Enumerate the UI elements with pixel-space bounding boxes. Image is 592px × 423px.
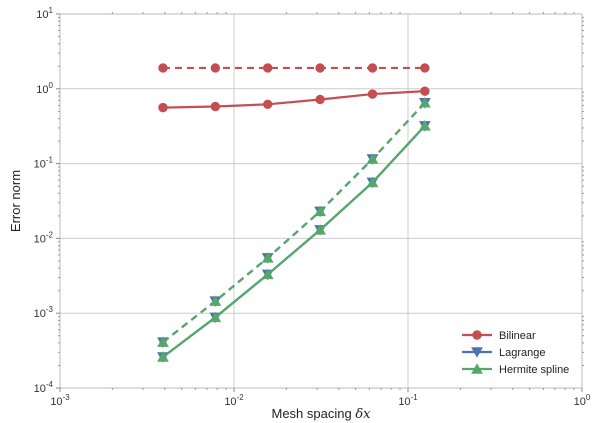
data-point (315, 63, 325, 73)
x-tick-base: 10 (574, 396, 586, 408)
y-tick-exponent: -2 (46, 230, 54, 239)
series-2 (157, 121, 431, 363)
data-point (158, 63, 168, 73)
x-tick-exponent: 0 (586, 393, 591, 402)
data-point (419, 120, 431, 131)
y-tick-exponent: -3 (46, 305, 54, 314)
legend-swatch-marker (471, 363, 483, 374)
y-tick-exponent: 1 (49, 6, 54, 15)
data-point (263, 99, 273, 110)
y-tick-base: 10 (34, 383, 46, 395)
grid (60, 14, 582, 388)
plot-frame (59, 13, 583, 389)
data-point (157, 351, 169, 362)
legend-label: Lagrange (499, 347, 546, 359)
x-tick-base: 10 (50, 396, 62, 408)
series-4 (157, 120, 431, 362)
data-point (209, 295, 222, 306)
series-line (162, 102, 426, 344)
data-point (315, 94, 325, 105)
x-tick-label: 10-1 (398, 393, 418, 408)
y-tick-label: 100 (36, 81, 53, 96)
y-tick-base: 10 (36, 84, 48, 96)
x-tick-base: 10 (398, 396, 410, 408)
y-tick-exponent: -1 (46, 156, 54, 165)
legend-label: Bilinear (499, 330, 536, 342)
data-point (261, 268, 274, 280)
series-line (162, 125, 426, 358)
series-0 (158, 86, 430, 113)
legend: Bilinear Lagrange Hermite spline (462, 330, 569, 376)
data-point (157, 336, 169, 347)
series-line (162, 102, 426, 344)
x-tick-exponent: -1 (411, 393, 419, 402)
y-tick-label: 10-4 (34, 380, 54, 395)
legend-label: Hermite spline (499, 364, 569, 376)
data-point (366, 153, 379, 164)
x-tick-exponent: -3 (63, 393, 71, 402)
series-3 (157, 98, 431, 348)
series-layer (157, 63, 431, 363)
x-axis-label: Mesh spacing δx (271, 406, 371, 422)
data-point (158, 102, 168, 113)
y-tick-label: 101 (36, 6, 53, 21)
y-tick-label: 10-2 (34, 230, 54, 245)
y-tick-exponent: -4 (46, 380, 54, 389)
x-tick-label: 10-2 (224, 393, 244, 408)
data-point (366, 176, 379, 188)
x-axis-label-symbol: δx (355, 407, 371, 422)
data-point (210, 63, 221, 73)
legend-swatch-marker (472, 330, 482, 340)
legend-swatch-marker (471, 347, 483, 358)
y-tick-base: 10 (34, 308, 46, 320)
data-point (367, 89, 378, 99)
x-tick-exponent: -2 (237, 393, 245, 402)
data-point (420, 63, 430, 73)
data-point (210, 101, 221, 112)
y-axis-label: Error norm (8, 170, 23, 232)
x-tick-base: 10 (224, 396, 236, 408)
x-tick-label: 100 (574, 393, 591, 408)
y-tick-exponent: 0 (49, 81, 54, 90)
data-point (261, 252, 274, 263)
series-5 (157, 97, 431, 347)
y-tick-base: 10 (36, 9, 48, 21)
series-line (162, 125, 426, 358)
data-point (314, 224, 326, 235)
data-point (314, 205, 326, 217)
x-axis-label-text: Mesh spacing (271, 406, 351, 421)
y-tick-label: 10-3 (34, 305, 54, 320)
data-point (367, 63, 378, 73)
data-point (420, 86, 430, 96)
data-point (209, 311, 222, 323)
legend-entry: Hermite spline (462, 363, 569, 376)
y-tick-label: 10-1 (34, 156, 54, 171)
y-tick-base: 10 (34, 159, 46, 171)
y-tick-base: 10 (34, 233, 46, 245)
legend-entry: Bilinear (462, 330, 536, 342)
legend-entry: Lagrange (462, 347, 546, 359)
data-point (419, 97, 431, 108)
x-tick-label: 10-3 (50, 393, 70, 408)
series-1 (158, 63, 430, 73)
data-point (263, 63, 273, 73)
series-line (162, 90, 425, 109)
